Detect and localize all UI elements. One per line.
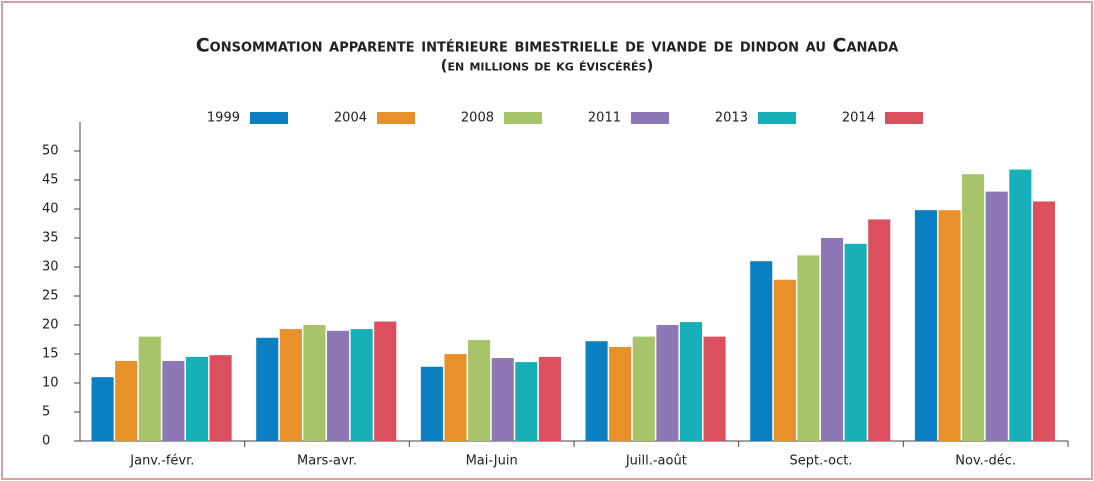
bar [914,210,937,441]
y-tick-label: 15 [42,347,59,362]
x-tick-label: Mars-avr. [297,454,357,469]
bar [303,325,326,441]
bar [797,255,820,441]
x-tick-label: Juill.-août [625,454,687,469]
y-tick-label: 40 [42,202,59,217]
bar [773,279,796,441]
bar [420,366,443,441]
y-tick-label: 10 [42,376,59,391]
bar [327,330,350,441]
legend-label: 2011 [588,111,621,126]
y-tick-label: 50 [42,144,59,159]
y-tick-label: 35 [42,231,59,246]
bar [279,329,302,441]
bar [162,360,185,441]
legend-label: 2013 [715,111,748,126]
y-tick-label: 20 [42,318,59,333]
x-tick-label: Nov.-déc. [955,454,1016,469]
legend-label: 2004 [334,111,367,126]
bar [1032,201,1055,441]
chart-title: Consommation apparente intérieure bimest… [196,35,899,57]
bar [115,360,138,441]
chart-subtitle: (en millions de kg éviscérés) [441,57,654,75]
legend-label: 2014 [842,111,875,126]
bar [491,358,514,441]
bar [962,174,985,441]
legend-swatch [250,112,288,124]
legend-swatch [377,112,415,124]
bar [938,210,961,441]
legend-swatch [885,112,923,124]
bar [468,340,491,441]
y-tick-label: 45 [42,173,59,188]
y-tick-label: 5 [42,405,50,420]
bar [821,238,844,441]
bar [138,336,161,441]
bar [515,362,538,441]
bar [868,219,891,441]
bar [209,355,232,441]
x-tick-label: Janv.-févr. [129,454,194,469]
bar [985,191,1008,441]
bar [256,337,279,441]
bar [538,356,561,441]
bar [656,325,679,441]
legend-label: 1999 [207,111,240,126]
y-tick-label: 30 [42,260,59,275]
bar [609,347,632,441]
y-tick-label: 0 [42,434,50,449]
legend-swatch [758,112,796,124]
bar [350,329,373,441]
bar [844,243,867,441]
bar [750,261,773,441]
bar [91,377,114,441]
x-tick-label: Mai-Juin [466,454,518,469]
bar [585,341,608,441]
bar [374,321,397,441]
bar [185,356,209,441]
legend-swatch [504,112,542,124]
y-tick-label: 25 [42,289,59,304]
x-tick-label: Sept.-oct. [790,454,853,469]
bar [1009,169,1032,441]
bar [679,322,703,441]
bar [444,354,467,441]
legend-label: 2008 [461,111,494,126]
bar [632,336,655,441]
bar [703,336,726,441]
legend-swatch [631,112,669,124]
